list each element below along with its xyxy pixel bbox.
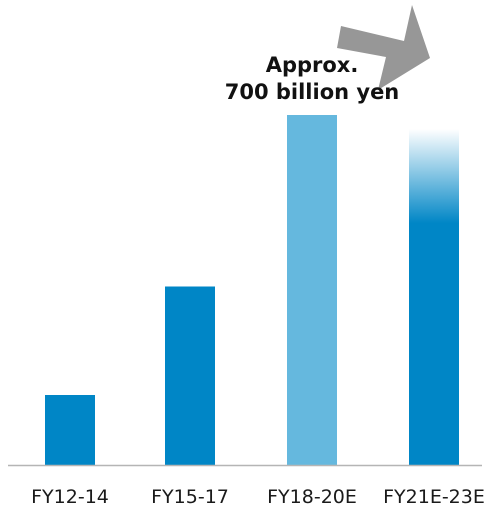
annotation-line: Approx. bbox=[266, 53, 359, 77]
x-tick-label: FY15-17 bbox=[151, 486, 229, 508]
x-tick-label: FY21E-23E bbox=[383, 486, 485, 508]
bar-fy18-20e bbox=[287, 115, 337, 465]
bar-fy15-17 bbox=[165, 286, 215, 465]
annotation-line: 700 billion yen bbox=[225, 80, 400, 104]
bar-fy21e-23e bbox=[409, 129, 459, 465]
x-tick-label: FY12-14 bbox=[31, 486, 109, 508]
trend-arrow-icon bbox=[337, 5, 430, 90]
bar-fy12-14 bbox=[45, 395, 95, 465]
x-tick-label: FY18-20E bbox=[267, 486, 357, 508]
